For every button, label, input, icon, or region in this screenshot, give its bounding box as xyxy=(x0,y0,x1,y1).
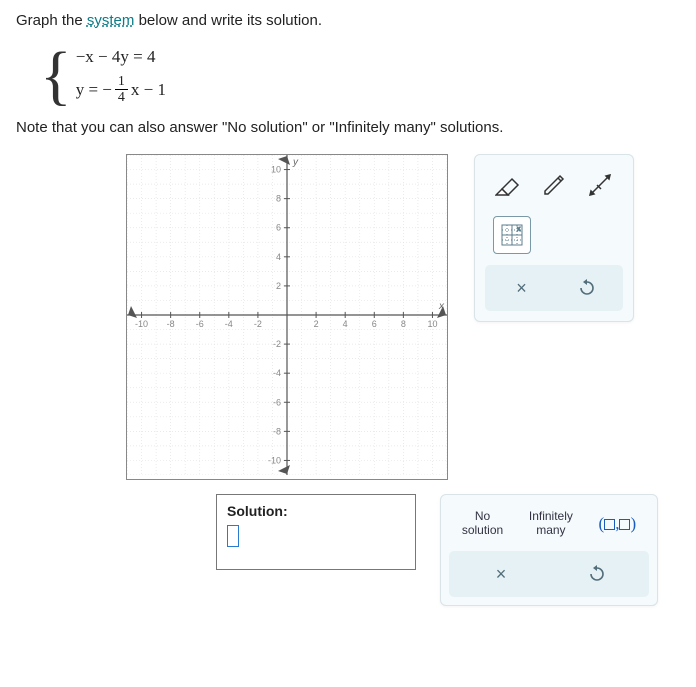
svg-text:-6: -6 xyxy=(196,319,204,329)
undo-button[interactable] xyxy=(567,273,607,303)
svg-text:4: 4 xyxy=(276,252,281,262)
answer-close-button[interactable]: × xyxy=(481,559,521,589)
svg-text:-8: -8 xyxy=(167,319,175,329)
svg-text:x: x xyxy=(438,301,445,312)
svg-text:-4: -4 xyxy=(273,368,281,378)
svg-text:-6: -6 xyxy=(273,397,281,407)
svg-text:8: 8 xyxy=(401,319,406,329)
svg-text:8: 8 xyxy=(276,194,281,204)
equation-1: −x − 4y = 4 xyxy=(76,47,166,67)
tool-panel: x × xyxy=(474,154,634,322)
svg-text:-4: -4 xyxy=(225,319,233,329)
svg-text:6: 6 xyxy=(276,223,281,233)
graph-container: -10-10-8-8-6-6-4-4-2-2224466881010xy xyxy=(126,154,448,480)
solution-label: Solution: xyxy=(227,503,405,519)
line-tool[interactable] xyxy=(581,166,619,204)
coordinate-plane[interactable]: -10-10-8-8-6-6-4-4-2-2224466881010xy xyxy=(127,155,447,475)
answer-undo-button[interactable] xyxy=(577,559,617,589)
zoom-grid-tool[interactable]: x xyxy=(493,216,531,254)
system-of-equations: { −x − 4y = 4 y = − 14 x − 1 xyxy=(40,43,680,109)
svg-text:y: y xyxy=(292,157,299,168)
undo-icon xyxy=(577,278,597,298)
eraser-tool[interactable] xyxy=(489,166,527,204)
no-solution-button[interactable]: Nosolution xyxy=(458,508,507,540)
solution-input[interactable] xyxy=(227,525,239,547)
solution-card: Solution: xyxy=(216,494,416,570)
ordered-pair-button[interactable]: (,) xyxy=(595,512,641,536)
svg-text:x: x xyxy=(517,226,521,233)
svg-text:10: 10 xyxy=(271,165,281,175)
brace-icon: { xyxy=(40,43,72,109)
svg-text:-10: -10 xyxy=(135,319,148,329)
svg-text:-10: -10 xyxy=(268,455,281,465)
pencil-tool[interactable] xyxy=(535,166,573,204)
svg-text:6: 6 xyxy=(372,319,377,329)
svg-text:4: 4 xyxy=(343,319,348,329)
close-button[interactable]: × xyxy=(502,273,542,303)
svg-text:-2: -2 xyxy=(273,339,281,349)
instruction-text: Graph the system below and write its sol… xyxy=(16,12,680,29)
equation-2: y = − 14 x − 1 xyxy=(76,75,166,105)
undo-icon xyxy=(587,564,607,584)
svg-text:2: 2 xyxy=(314,319,319,329)
svg-text:-8: -8 xyxy=(273,426,281,436)
svg-text:2: 2 xyxy=(276,281,281,291)
answer-panel: Nosolution Infinitelymany (,) × xyxy=(440,494,658,606)
system-link[interactable]: system xyxy=(87,12,135,29)
svg-text:-2: -2 xyxy=(254,319,262,329)
svg-text:10: 10 xyxy=(427,319,437,329)
x-icon: × xyxy=(516,278,527,299)
x-icon: × xyxy=(496,564,507,585)
infinitely-many-button[interactable]: Infinitelymany xyxy=(525,508,577,540)
note-text: Note that you can also answer "No soluti… xyxy=(16,119,680,136)
